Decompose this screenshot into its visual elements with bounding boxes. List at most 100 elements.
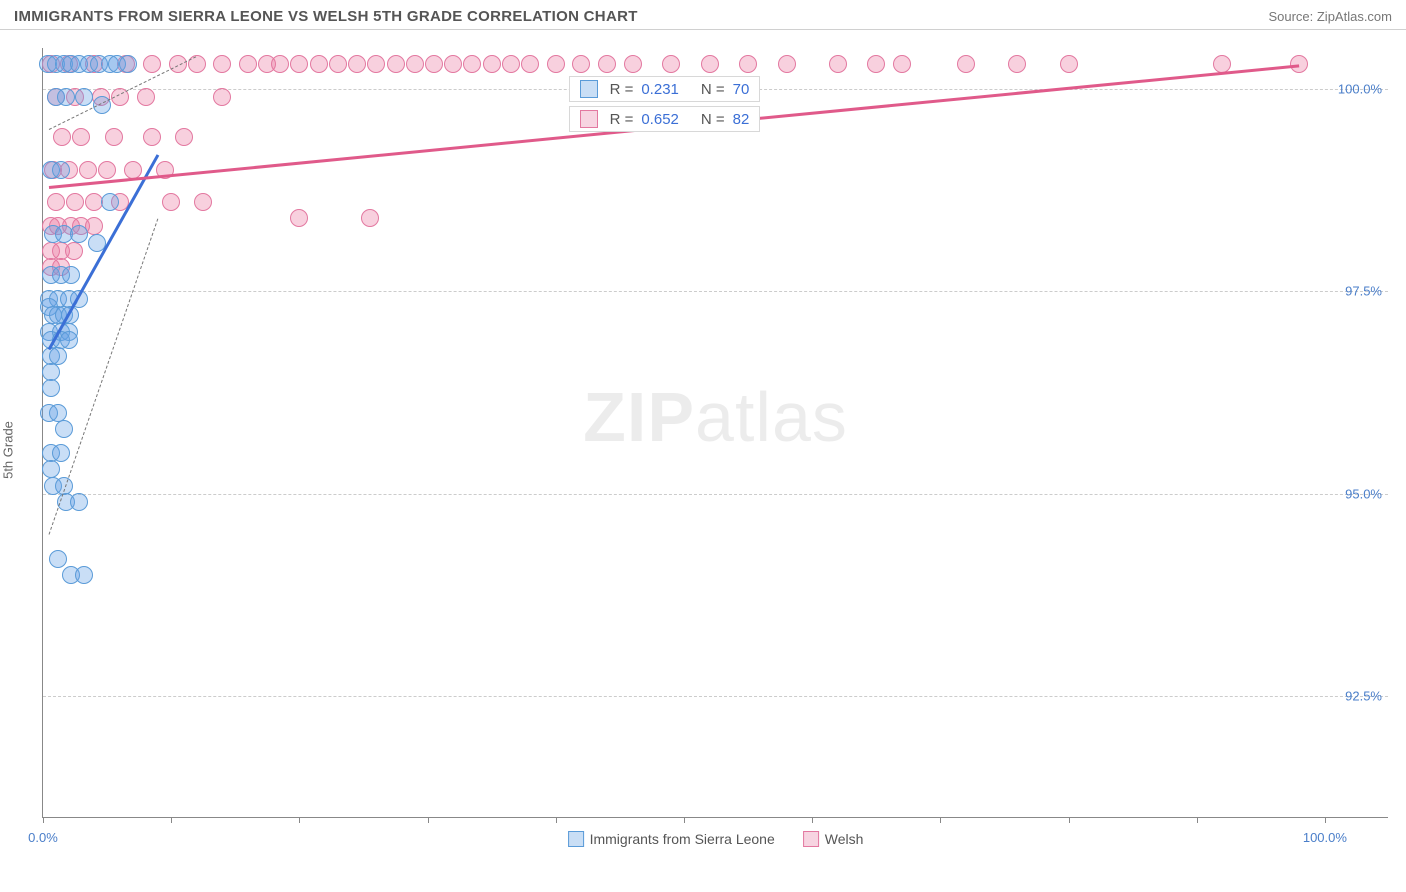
scatter-point-series2 [72, 128, 90, 146]
n-value: 70 [733, 81, 750, 98]
scatter-point-series2 [463, 55, 481, 73]
scatter-point-series1 [52, 444, 70, 462]
scatter-point-series2 [310, 55, 328, 73]
scatter-point-series2 [329, 55, 347, 73]
scatter-point-series1 [60, 331, 78, 349]
scatter-point-series1 [62, 266, 80, 284]
scatter-point-series2 [739, 55, 757, 73]
scatter-point-series2 [53, 128, 71, 146]
chart-area: 5th Grade ZIPatlas 92.5%95.0%97.5%100.0%… [0, 30, 1406, 870]
chart-header: IMMIGRANTS FROM SIERRA LEONE VS WELSH 5T… [0, 0, 1406, 30]
scatter-point-series2 [79, 161, 97, 179]
scatter-point-series1 [70, 225, 88, 243]
scatter-point-series1 [57, 88, 75, 106]
stats-legend-row1: R =0.231N =70 [569, 76, 761, 102]
scatter-point-series2 [143, 128, 161, 146]
scatter-point-series2 [239, 55, 257, 73]
swatch-series2 [803, 831, 819, 847]
r-value: 0.652 [641, 111, 679, 128]
n-value: 82 [733, 111, 750, 128]
scatter-point-series2 [162, 193, 180, 211]
scatter-point-series1 [49, 550, 67, 568]
scatter-point-series2 [271, 55, 289, 73]
watermark: ZIPatlas [583, 377, 848, 457]
x-tick [940, 817, 941, 823]
swatch-series1 [568, 831, 584, 847]
scatter-point-series2 [66, 193, 84, 211]
y-tick-label: 100.0% [1338, 81, 1382, 96]
x-tick [1069, 817, 1070, 823]
x-tick [171, 817, 172, 823]
scatter-point-series1 [70, 493, 88, 511]
scatter-point-series2 [175, 128, 193, 146]
scatter-point-series2 [85, 217, 103, 235]
scatter-point-series2 [213, 55, 231, 73]
scatter-point-series2 [521, 55, 539, 73]
scatter-point-series1 [101, 193, 119, 211]
x-tick [299, 817, 300, 823]
y-tick-label: 95.0% [1345, 486, 1382, 501]
scatter-point-series2 [137, 88, 155, 106]
scatter-point-series1 [75, 88, 93, 106]
scatter-point-series2 [47, 193, 65, 211]
scatter-point-series2 [65, 242, 83, 260]
x-tick [812, 817, 813, 823]
scatter-point-series1 [42, 460, 60, 478]
scatter-point-series2 [348, 55, 366, 73]
stats-legend-row2: R =0.652N =82 [569, 106, 761, 132]
scatter-point-series2 [406, 55, 424, 73]
scatter-point-series1 [119, 55, 137, 73]
scatter-point-series2 [367, 55, 385, 73]
scatter-point-series2 [105, 128, 123, 146]
x-tick [1325, 817, 1326, 823]
scatter-point-series2 [1060, 55, 1078, 73]
scatter-point-series2 [778, 55, 796, 73]
scatter-point-series2 [213, 88, 231, 106]
scatter-point-series1 [75, 566, 93, 584]
scatter-point-series2 [701, 55, 719, 73]
scatter-point-series2 [502, 55, 520, 73]
stats-swatch [580, 110, 598, 128]
x-tick-label: 0.0% [28, 830, 58, 845]
scatter-point-series2 [290, 55, 308, 73]
scatter-point-series2 [98, 161, 116, 179]
legend-item-series2: Welsh [803, 831, 864, 847]
scatter-point-series1 [55, 420, 73, 438]
source-link[interactable]: ZipAtlas.com [1317, 9, 1392, 24]
scatter-point-series2 [957, 55, 975, 73]
scatter-point-series1 [49, 347, 67, 365]
scatter-point-series2 [624, 55, 642, 73]
scatter-point-series2 [444, 55, 462, 73]
scatter-point-series2 [124, 161, 142, 179]
scatter-point-series2 [893, 55, 911, 73]
scatter-point-series2 [829, 55, 847, 73]
scatter-point-series2 [547, 55, 565, 73]
legend-item-series1: Immigrants from Sierra Leone [568, 831, 775, 847]
y-tick-label: 92.5% [1345, 689, 1382, 704]
x-tick [684, 817, 685, 823]
scatter-point-series2 [662, 55, 680, 73]
r-value: 0.231 [641, 81, 679, 98]
x-tick-label: 100.0% [1303, 830, 1347, 845]
source-attribution: Source: ZipAtlas.com [1268, 9, 1392, 24]
scatter-point-series2 [194, 193, 212, 211]
gridline [43, 291, 1388, 292]
scatter-point-series2 [867, 55, 885, 73]
scatter-point-series2 [483, 55, 501, 73]
gridline [43, 696, 1388, 697]
scatter-point-series2 [387, 55, 405, 73]
x-tick [556, 817, 557, 823]
x-tick [1197, 817, 1198, 823]
bottom-legend: Immigrants from Sierra Leone Welsh [568, 831, 864, 847]
scatter-point-series2 [1008, 55, 1026, 73]
gridline [43, 494, 1388, 495]
scatter-point-series2 [143, 55, 161, 73]
scatter-point-series2 [598, 55, 616, 73]
chart-title: IMMIGRANTS FROM SIERRA LEONE VS WELSH 5T… [14, 8, 638, 25]
scatter-point-series2 [290, 209, 308, 227]
stats-swatch [580, 80, 598, 98]
x-tick [43, 817, 44, 823]
scatter-point-series2 [425, 55, 443, 73]
scatter-point-series2 [572, 55, 590, 73]
y-axis-label: 5th Grade [1, 421, 16, 479]
